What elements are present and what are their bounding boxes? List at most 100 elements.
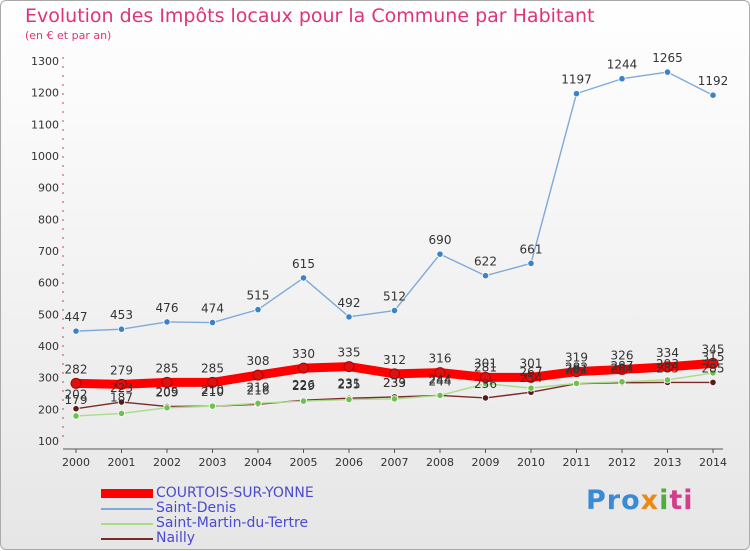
data-point xyxy=(709,91,717,99)
x-tick-label: 2010 xyxy=(517,456,545,469)
data-label: 512 xyxy=(383,290,406,304)
y-tick-label: 500 xyxy=(38,308,59,321)
data-label: 281 xyxy=(474,361,497,375)
data-label: 622 xyxy=(474,255,497,269)
chart-legend: COURTOIS-SUR-YONNE Saint-Denis Saint-Mar… xyxy=(101,485,401,547)
data-point xyxy=(481,394,490,402)
data-point xyxy=(299,274,308,282)
y-tick-label: 100 xyxy=(38,435,59,448)
data-point xyxy=(299,397,308,405)
y-tick-label: 900 xyxy=(38,182,59,195)
data-label: 326 xyxy=(611,348,634,362)
data-label: 279 xyxy=(110,363,133,377)
x-tick-label: 2014 xyxy=(699,456,727,469)
data-point xyxy=(117,325,126,333)
data-label: 615 xyxy=(292,257,315,271)
data-label: 1244 xyxy=(607,58,638,72)
data-label: 330 xyxy=(292,347,315,361)
data-point xyxy=(709,369,717,377)
legend-label-nailly: Nailly xyxy=(156,530,196,546)
x-tick-label: 2002 xyxy=(153,456,181,469)
data-label: 210 xyxy=(201,385,224,399)
data-point xyxy=(616,363,628,375)
data-point xyxy=(254,305,262,314)
legend-label-saint-denis: Saint-Denis xyxy=(156,500,237,516)
data-label: 293 xyxy=(656,357,679,371)
data-point xyxy=(117,398,126,406)
data-label: 226 xyxy=(292,378,315,392)
x-tick-label: 2001 xyxy=(108,456,136,469)
data-label: 690 xyxy=(429,233,452,247)
legend-swatch-saint-denis xyxy=(101,508,153,510)
y-tick-label: 1200 xyxy=(31,87,59,100)
data-point xyxy=(298,362,309,374)
data-label: 319 xyxy=(565,351,588,365)
x-tick-label: 2009 xyxy=(472,456,500,469)
data-point xyxy=(618,75,626,83)
legend-label-saint-martin: Saint-Martin-du-Tertre xyxy=(156,515,309,531)
data-point xyxy=(163,404,171,412)
data-point xyxy=(72,327,80,335)
data-label: 284 xyxy=(611,362,634,376)
data-label: 285 xyxy=(201,361,224,375)
y-tick-label: 600 xyxy=(38,277,59,290)
data-point xyxy=(436,391,444,399)
data-label: 219 xyxy=(247,380,270,394)
data-point xyxy=(72,405,80,413)
data-point xyxy=(208,402,217,410)
data-label: 1197 xyxy=(561,73,592,87)
data-label: 229 xyxy=(292,379,315,393)
data-point xyxy=(663,68,672,76)
data-point xyxy=(72,412,80,420)
data-point xyxy=(389,368,400,380)
x-tick-label: 2011 xyxy=(563,456,591,469)
x-tick-label: 2013 xyxy=(654,456,682,469)
legend-item-nailly: Nailly xyxy=(101,530,401,547)
data-point xyxy=(527,384,535,392)
data-label: 335 xyxy=(338,346,361,360)
data-label: 231 xyxy=(338,377,361,391)
data-label: 315 xyxy=(702,350,725,364)
data-label: 308 xyxy=(247,354,270,368)
data-label: 179 xyxy=(65,393,88,407)
chart-subtitle: (en € et par an) xyxy=(25,29,112,42)
data-point xyxy=(663,376,672,384)
data-label: 285 xyxy=(656,361,679,375)
data-point xyxy=(254,399,262,407)
x-tick-label: 2005 xyxy=(290,456,318,469)
data-label: 476 xyxy=(156,301,179,315)
data-label: 210 xyxy=(201,383,224,397)
legend-swatch-saint-martin xyxy=(101,523,153,525)
data-point xyxy=(618,378,626,386)
data-point xyxy=(662,361,673,373)
data-label: 447 xyxy=(65,310,88,324)
legend-swatch-nailly xyxy=(101,538,153,540)
data-label: 345 xyxy=(702,342,725,356)
data-point xyxy=(345,395,353,404)
data-label: 216 xyxy=(247,383,270,397)
data-point xyxy=(70,377,82,389)
data-point xyxy=(527,259,535,267)
x-tick-label: 2007 xyxy=(381,456,409,469)
data-label: 254 xyxy=(520,371,543,385)
data-label: 202 xyxy=(65,388,88,402)
data-label: 301 xyxy=(520,356,543,370)
data-label: 267 xyxy=(520,365,543,379)
data-label: 453 xyxy=(110,308,133,322)
data-point xyxy=(434,367,446,379)
x-tick-label: 2008 xyxy=(426,456,454,469)
data-point xyxy=(707,357,719,369)
data-label: 205 xyxy=(156,385,179,399)
x-tick-label: 2000 xyxy=(62,456,90,469)
data-point xyxy=(572,90,581,98)
data-point xyxy=(525,371,537,383)
y-tick-label: 1100 xyxy=(31,118,59,131)
data-label: 287 xyxy=(611,359,634,373)
data-label: 236 xyxy=(474,377,497,391)
data-label: 474 xyxy=(201,302,224,316)
x-tick-label: 2012 xyxy=(608,456,636,469)
data-point xyxy=(117,409,126,418)
y-tick-label: 200 xyxy=(38,403,59,416)
